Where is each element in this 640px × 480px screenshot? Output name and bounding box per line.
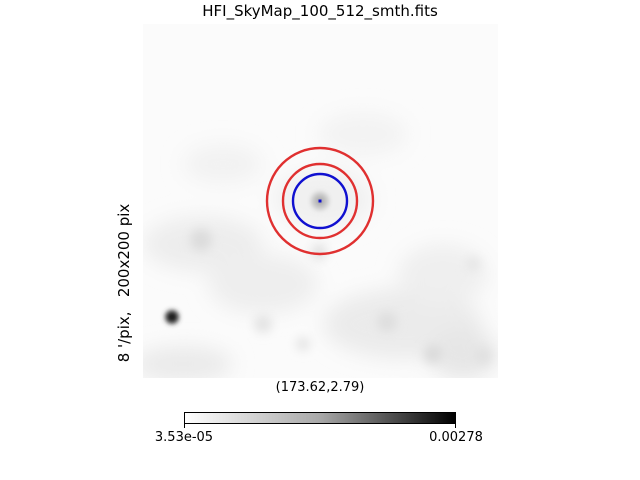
sky-map-canvas bbox=[143, 24, 498, 378]
pixel-scale-label: 8 '/pix, 200x200 pix bbox=[115, 203, 133, 363]
figure-title: HFI_SkyMap_100_512_smth.fits bbox=[202, 2, 438, 20]
center-coordinates: (173.62,2.79) bbox=[275, 380, 365, 395]
outer-annulus-circle bbox=[265, 146, 375, 256]
colorbar-min-tick bbox=[184, 424, 185, 428]
aperture-circle bbox=[291, 172, 349, 230]
colorbar-max-label: 0.00278 bbox=[429, 430, 483, 445]
center-marker bbox=[318, 199, 322, 203]
inner-annulus-circle bbox=[281, 162, 359, 240]
bright-point-source bbox=[165, 310, 179, 324]
colorbar bbox=[184, 412, 456, 424]
colorbar-min-label: 3.53e-05 bbox=[154, 430, 214, 445]
sky-map-image bbox=[143, 24, 498, 378]
colorbar-max-tick bbox=[455, 424, 456, 428]
faint-sources bbox=[190, 229, 491, 364]
